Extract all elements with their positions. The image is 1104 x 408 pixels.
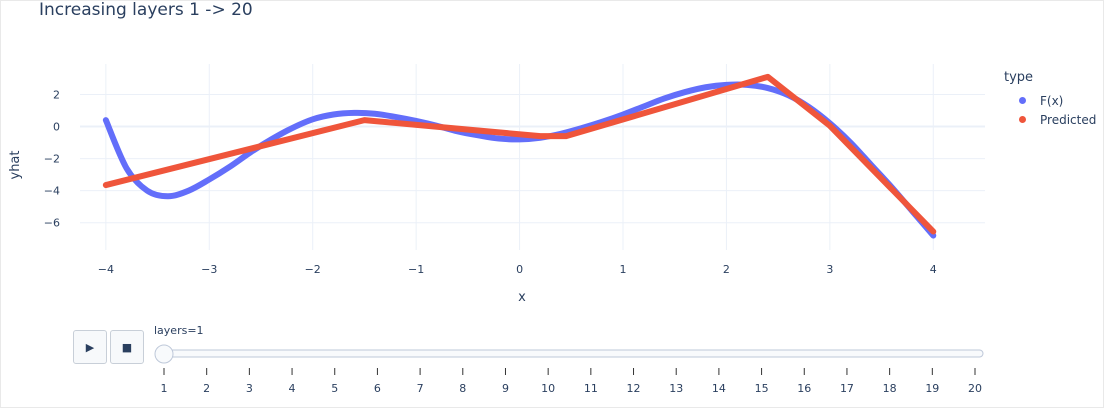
- x-tick-label: −4: [98, 263, 114, 276]
- slider-tick-label: 12: [627, 382, 641, 395]
- legend-item-predicted[interactable]: Predicted: [1004, 110, 1096, 129]
- stop-icon: ■: [121, 340, 133, 354]
- slider-tick-label: 10: [541, 382, 555, 395]
- slider-tick-label: 19: [925, 382, 939, 395]
- slider-tick-label: 9: [502, 382, 509, 395]
- stop-button[interactable]: ■: [110, 330, 144, 364]
- grid-lines: [80, 64, 985, 250]
- slider-tick-label: 16: [797, 382, 811, 395]
- x-tick-label: 3: [826, 263, 833, 276]
- slider-tick-label: 15: [755, 382, 769, 395]
- y-tick-label: −2: [44, 153, 60, 166]
- slider-tick-label: 3: [246, 382, 253, 395]
- slider-current-value: layers=1: [154, 324, 204, 337]
- slider-track-group: 1 2 3 4 5 6 7 8 9 10 11 12 13 14 15 16 17 18 19 20: [154, 344, 984, 395]
- x-tick-label: −1: [408, 263, 424, 276]
- slider-tick-label: 17: [840, 382, 854, 395]
- slider-tick-label: 18: [883, 382, 897, 395]
- slider-rail[interactable]: [155, 349, 984, 358]
- slider-tick-label: 11: [584, 382, 598, 395]
- slider-tick-label: 14: [712, 382, 726, 395]
- legend-label-fx: F(x): [1040, 93, 1064, 108]
- slider-tick-label: 8: [459, 382, 466, 395]
- tick-labels: −4 −3 −2 −1 0 1 2 3 4 −6 −4 −2 0 2: [44, 88, 937, 276]
- y-tick-label: 0: [53, 121, 60, 134]
- slider-tick-label: 20: [968, 382, 982, 395]
- legend-item-fx[interactable]: F(x): [1004, 91, 1096, 110]
- slider-tick-label: 5: [331, 382, 338, 395]
- slider-tick-label: 2: [203, 382, 210, 395]
- x-tick-label: 2: [723, 263, 730, 276]
- slider-tick-label: 4: [289, 382, 296, 395]
- y-tick-label: 2: [53, 88, 60, 101]
- x-tick-label: 0: [516, 263, 523, 276]
- play-icon: ▶: [85, 340, 95, 354]
- x-tick-label: −2: [305, 263, 321, 276]
- slider-tick-label: 7: [417, 382, 424, 395]
- chart-title: Increasing layers 1 -> 20: [39, 0, 253, 20]
- legend: type F(x) Predicted: [1004, 70, 1096, 129]
- play-button[interactable]: ▶: [73, 330, 107, 364]
- y-tick-label: −6: [44, 217, 60, 230]
- legend-marker-predicted: [1019, 116, 1026, 123]
- slider-tick-label: 1: [161, 382, 168, 395]
- x-tick-label: 4: [930, 263, 937, 276]
- x-tick-label: 1: [620, 263, 627, 276]
- slider-tick-label: 6: [374, 382, 381, 395]
- slider-tick-label: 13: [669, 382, 683, 395]
- x-axis-label: x: [518, 290, 526, 305]
- y-axis-label: yhat: [8, 151, 23, 180]
- legend-label-predicted: Predicted: [1040, 112, 1097, 127]
- legend-title: type: [1004, 70, 1034, 85]
- series-lines: [102, 73, 937, 239]
- x-tick-label: −3: [201, 263, 217, 276]
- legend-marker-fx: [1019, 97, 1026, 104]
- slider-handle[interactable]: [154, 344, 174, 364]
- series-line-predicted: [102, 73, 937, 235]
- y-tick-label: −4: [44, 185, 60, 198]
